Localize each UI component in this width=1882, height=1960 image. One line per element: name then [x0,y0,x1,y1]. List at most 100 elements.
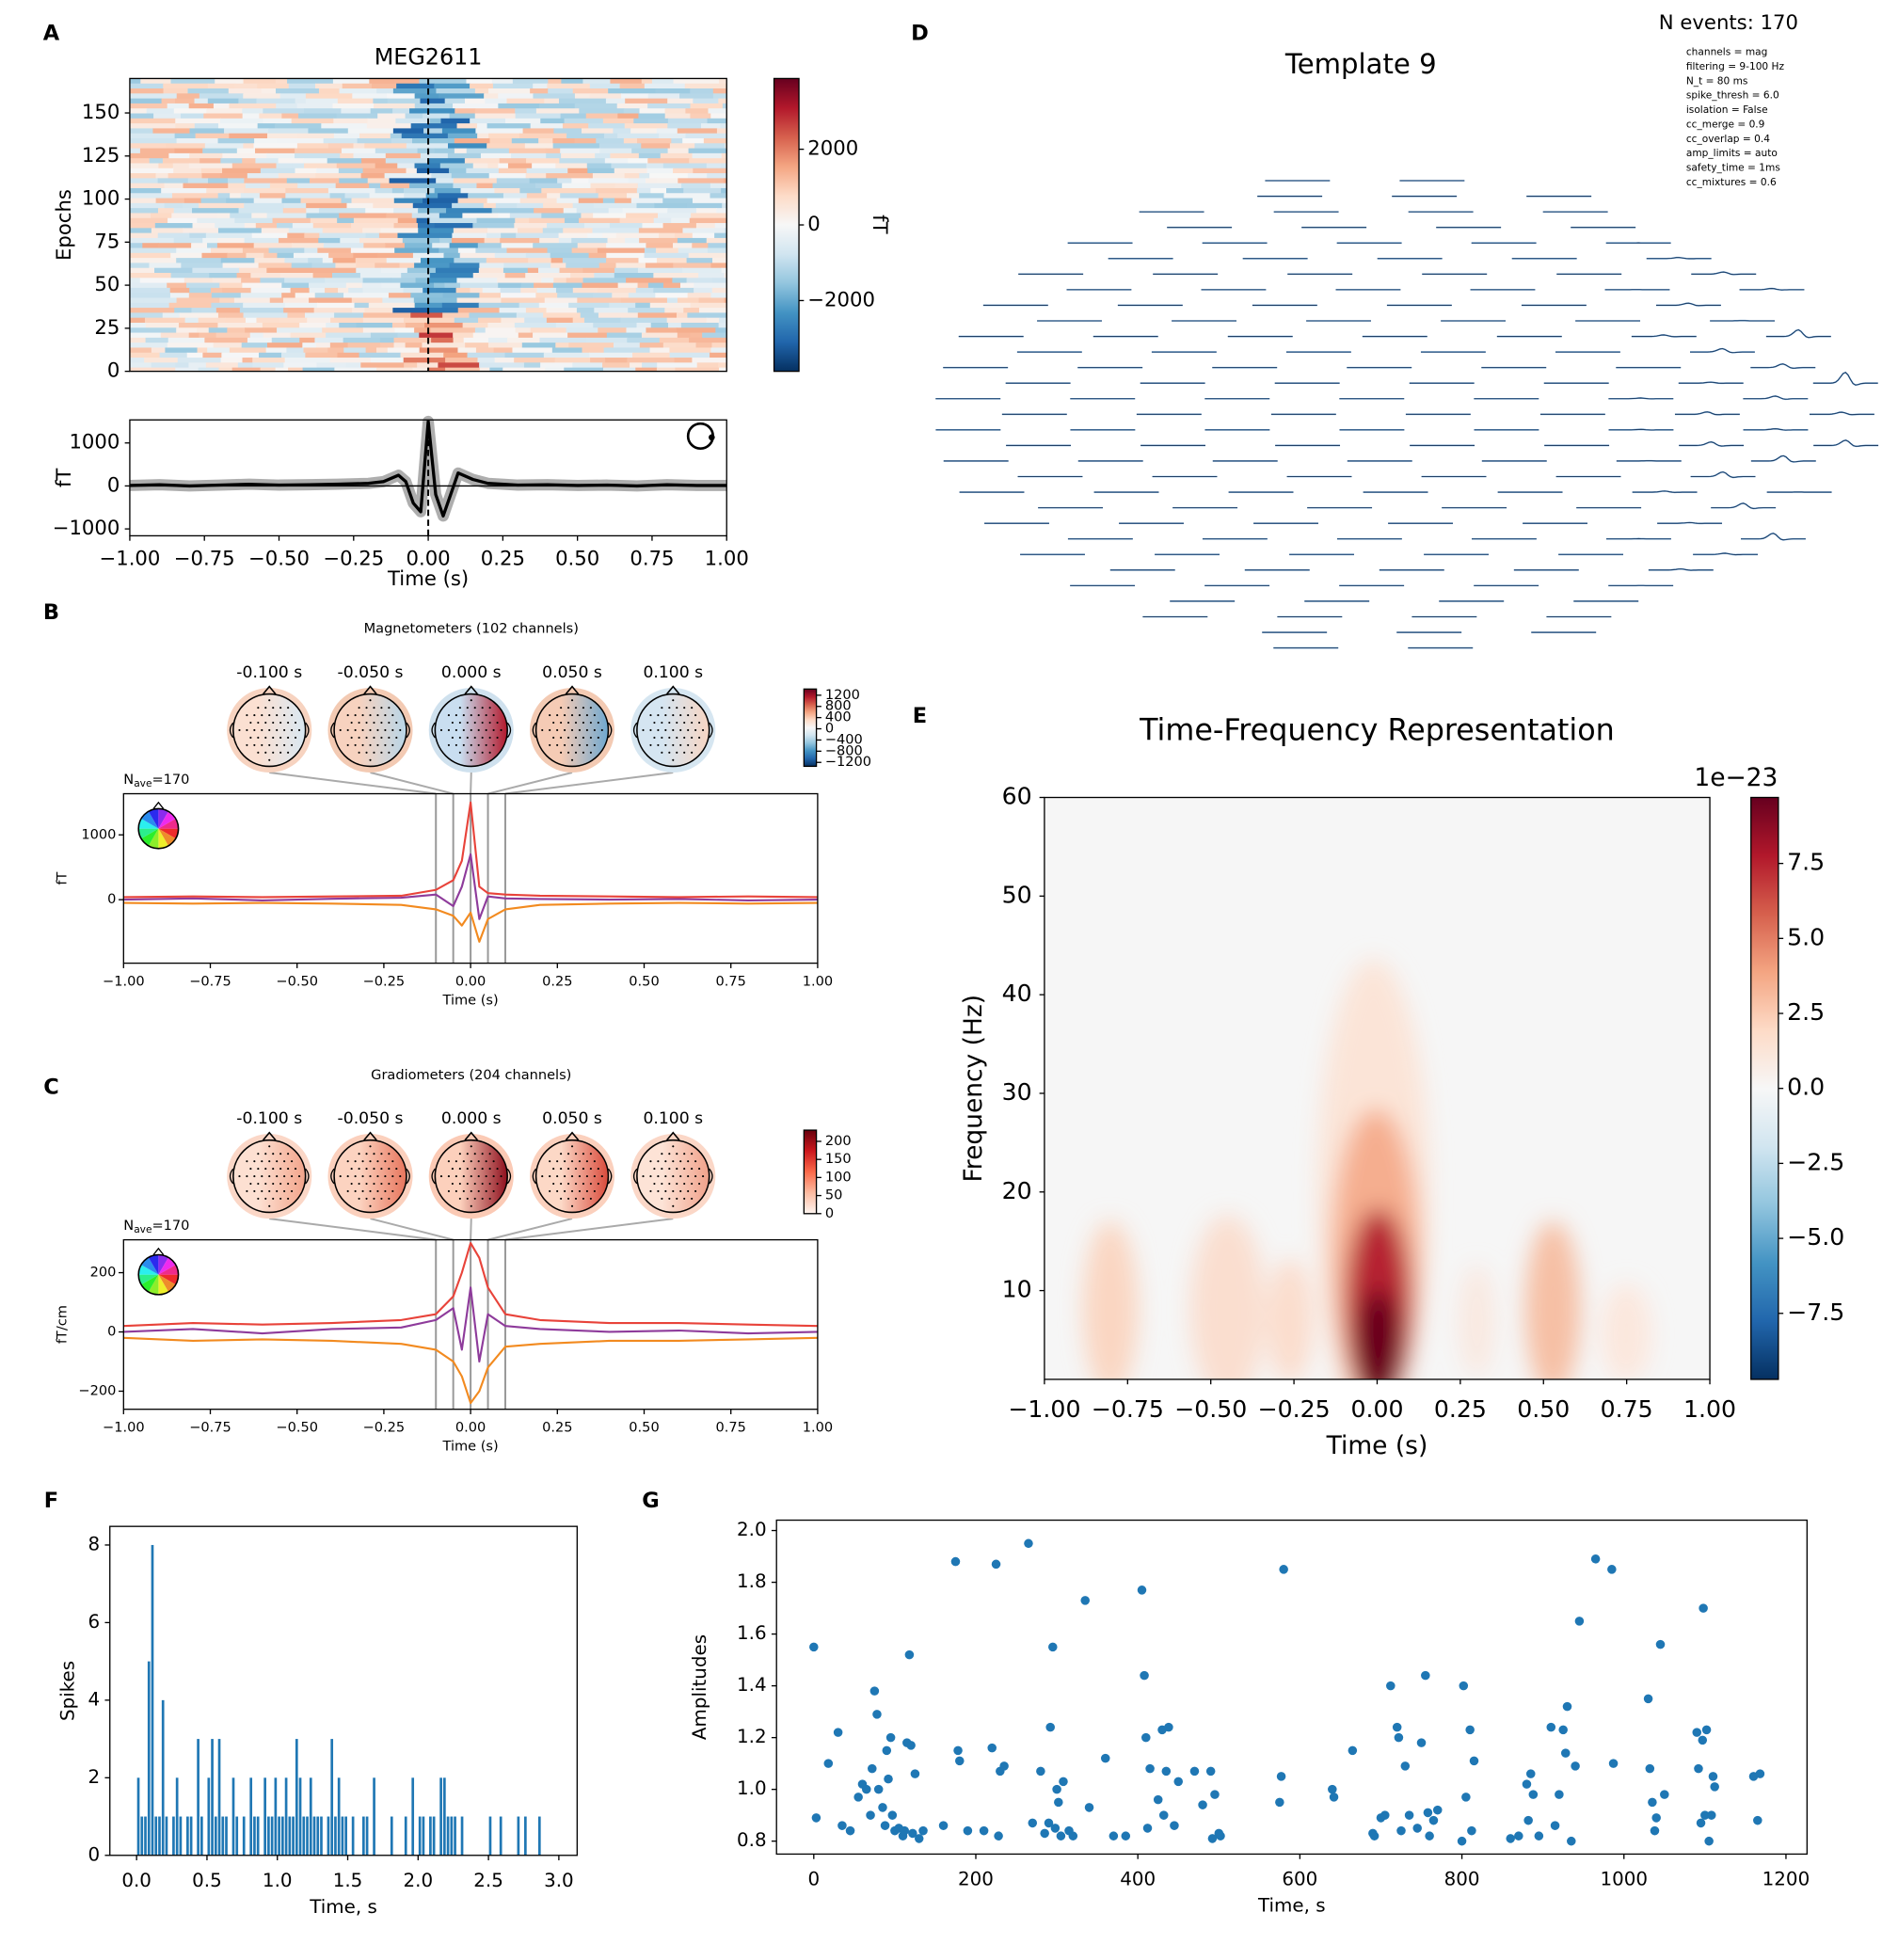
heatmap-cell [266,267,315,274]
x-axis-label: Time (s) [387,566,469,590]
heatmap-cell [485,327,517,334]
heatmap-cell [176,297,220,304]
heatmap-cell [613,343,641,349]
heatmap-cell [198,367,220,372]
sensor-dot [679,728,682,732]
heatmap-cell [439,163,474,169]
point [1561,1748,1571,1758]
sensor-dot [373,736,375,739]
heatmap-cell [300,198,343,204]
bar [334,1816,337,1856]
bar [165,1816,168,1856]
sensor-dot [676,736,678,739]
sensor-dot [279,721,282,725]
heatmap-cell [392,128,424,135]
sensor-dot [268,728,271,732]
heatmap-cell [393,343,407,349]
heatmap-cell [129,352,161,359]
heatmap-cell [397,332,421,339]
heatmap-cell [362,278,391,284]
sensor-dot [361,1160,364,1163]
sensor-dot [473,707,476,709]
heatmap-cell [449,113,476,120]
heatmap-cell [290,287,311,294]
heatmap-cell [459,282,499,289]
x-tick-label: 0.00 [455,973,486,989]
topomap-ear [330,1168,335,1185]
heatmap-cell [344,193,371,199]
heatmap-cell [327,347,344,354]
heatmap-cell [587,167,615,174]
heatmap-cell [375,367,414,372]
point [1608,1759,1619,1768]
heatmap-cell [449,263,481,269]
heatmap-cell [352,93,388,100]
heatmap-cell [474,327,486,334]
heatmap-cell [431,337,455,343]
heatmap-cell [329,358,360,364]
heatmap-cell [401,273,431,279]
sensor-dot [492,1175,495,1178]
point [1696,1818,1706,1828]
heatmap-cell [518,133,567,139]
sensor-dot [477,1160,480,1163]
heatmap-cell [129,178,159,184]
heatmap-cell [453,103,500,109]
sensor-dot [253,1160,256,1163]
sensor-dot [279,1197,282,1200]
colorbar-tick-label: 400 [825,709,852,725]
heatmap-cell [420,152,449,159]
x-axis-label: Time, s [1257,1895,1326,1917]
x-tick-label: −0.50 [276,1420,318,1436]
axes-frame [129,419,727,537]
heatmap-cell [444,282,461,289]
heatmap-cell [204,143,245,150]
heatmap-cell [244,223,257,229]
colorbar-tick-label: 2.5 [1787,998,1825,1026]
sensor-dot [683,707,686,709]
sensor-dot [679,1175,682,1178]
heatmap-cell [669,347,711,354]
heatmap-cell [564,217,580,224]
heatmap-cell [427,278,458,284]
colorbar-offset: 1e−23 [1694,763,1778,792]
sensor-dot [664,714,667,717]
heatmap-cell [385,152,422,159]
tfr-blob [1267,1258,1313,1379]
heatmap-cell [567,332,608,339]
heatmap-cell [682,228,726,234]
sensor-dot [466,1153,469,1155]
heatmap-cell [526,167,568,174]
heatmap-cell [418,208,447,215]
heatmap-cell [666,187,684,194]
heatmap-cell [226,198,255,204]
heatmap-cell [489,367,503,372]
sensor-dot [238,1175,241,1178]
heatmap-cell [253,143,298,150]
heatmap-cell [339,213,387,219]
sensor-dot [279,736,282,739]
sensor-dot [556,714,559,717]
y-tick-label: 150 [82,100,120,123]
heatmap-cell [330,317,364,324]
heatmap-cell [500,237,540,244]
heatmap-cell [550,252,590,259]
channel-trace [123,853,818,920]
point [1708,1772,1718,1781]
heatmap-cell [474,108,516,115]
sensor-dot [593,728,596,732]
heatmap-cell [129,83,164,89]
colorbar-tick-label: −1200 [825,754,871,770]
heatmap-cell [710,263,727,269]
sensor-dot [485,728,487,732]
heatmap-cell [129,133,176,139]
sensor-dot [566,721,570,725]
heatmap-cell [673,78,720,85]
sensor-dot [694,714,697,717]
heatmap-cell [662,223,697,229]
sensor-dot [264,1197,267,1200]
head-icon-outline [137,807,180,850]
topomap-ear [431,722,436,739]
sensor-dot [556,728,559,732]
bar [144,1816,147,1856]
